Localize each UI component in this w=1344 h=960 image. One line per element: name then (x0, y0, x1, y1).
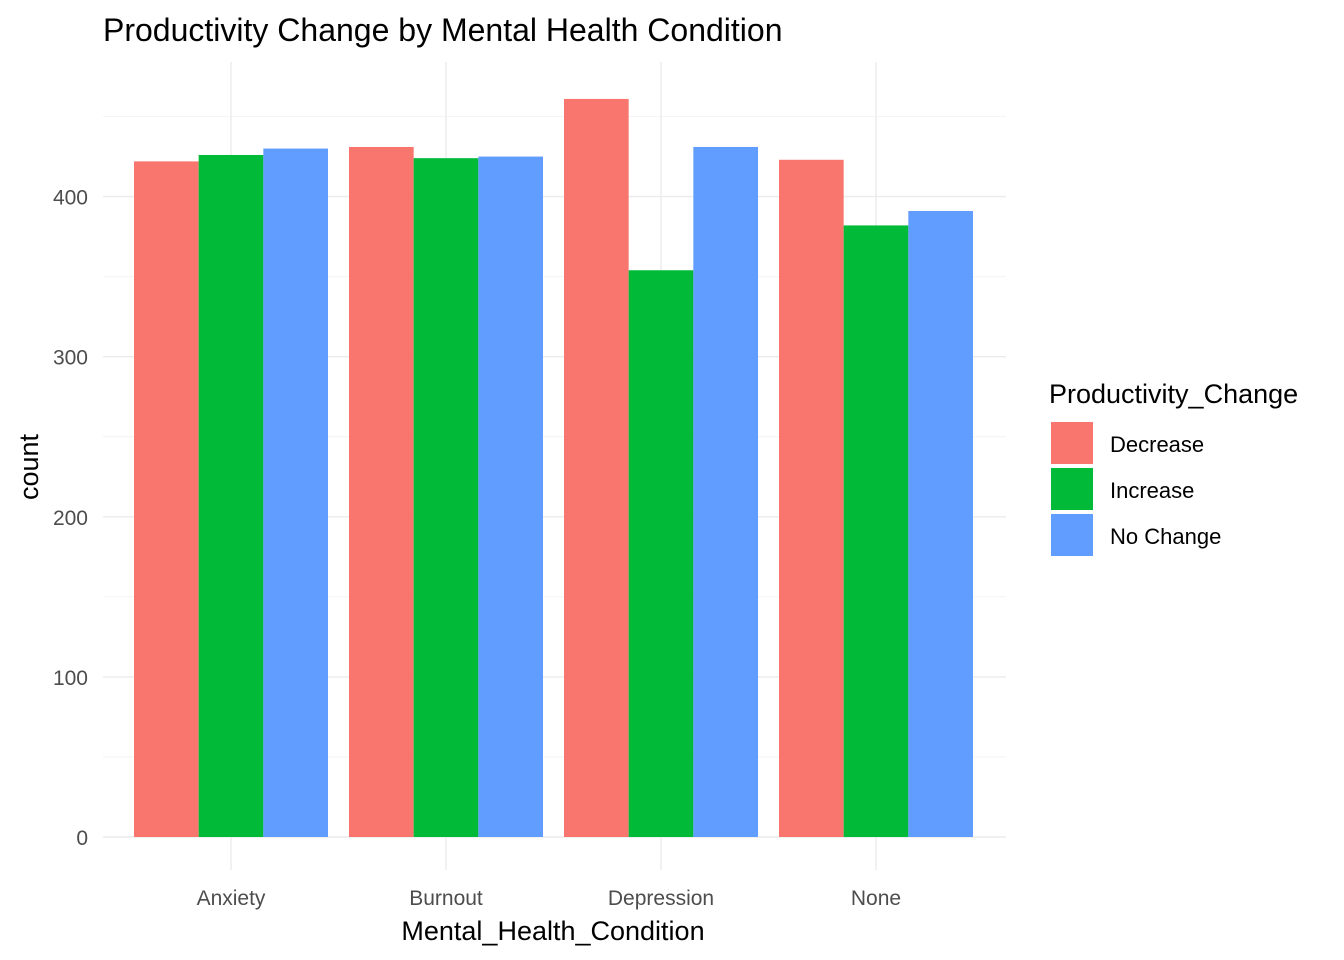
y-axis-title: count (14, 433, 44, 500)
bars (134, 98, 973, 838)
x-tick-label: None (851, 887, 901, 910)
x-tick-label: Burnout (409, 887, 483, 910)
y-tick-label: 0 (76, 827, 88, 850)
bar-none-no-change (908, 211, 973, 837)
legend-key-increase (1051, 468, 1093, 510)
bar-depression-decrease (564, 98, 629, 837)
y-tick-label: 200 (53, 507, 88, 530)
bar-burnout-decrease (349, 146, 414, 837)
y-tick-label: 300 (53, 347, 88, 370)
legend-label: Increase (1110, 478, 1194, 503)
y-tick-label: 400 (53, 187, 88, 210)
y-tick-label: 100 (53, 667, 88, 690)
bar-depression-no-change (693, 146, 758, 837)
bar-depression-increase (628, 270, 694, 838)
bar-burnout-increase (413, 158, 479, 837)
legend: Productivity_Change Decrease Increase No C… (1049, 379, 1298, 556)
bar-burnout-no-change (478, 156, 543, 837)
bar-none-increase (843, 225, 909, 838)
x-tick-label: Depression (608, 887, 714, 910)
y-axis-ticks: 0 100 200 300 400 (53, 187, 88, 850)
legend-title: Productivity_Change (1049, 379, 1298, 409)
bar-none-decrease (779, 159, 844, 838)
bar-anxiety-no-change (263, 148, 328, 837)
chart-title: Productivity Change by Mental Health Con… (103, 12, 782, 48)
x-axis-title: Mental_Health_Condition (401, 916, 704, 946)
legend-label: No Change (1110, 524, 1221, 549)
x-tick-label: Anxiety (197, 887, 266, 910)
legend-key-decrease (1051, 422, 1093, 464)
bar-anxiety-decrease (134, 161, 199, 838)
legend-key-no-change (1051, 514, 1093, 556)
legend-label: Decrease (1110, 432, 1204, 457)
x-axis-ticks: Anxiety Burnout Depression None (197, 887, 902, 910)
bar-anxiety-increase (198, 154, 264, 837)
